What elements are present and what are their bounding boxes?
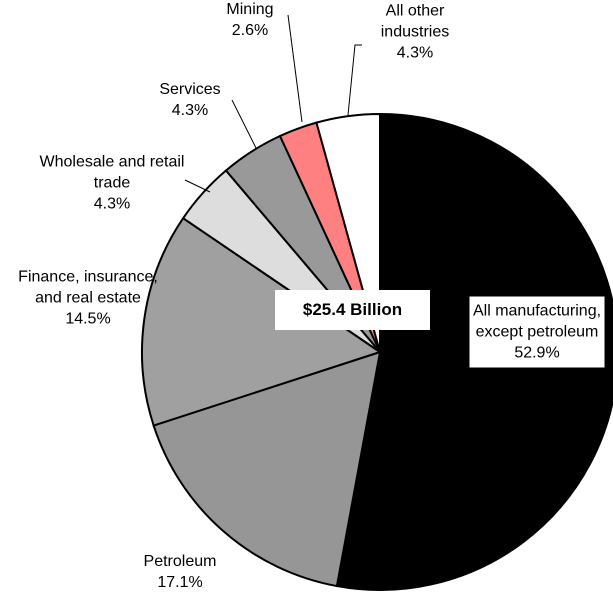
pie-slice: [141, 216, 383, 427]
leader-line: [184, 179, 211, 193]
data-label: Finance, insurance, and real estate 14.5%: [13, 267, 163, 330]
data-label: All other industries 4.3%: [360, 1, 470, 64]
category-label: All other industries: [380, 2, 450, 41]
data-label: Petroleum 17.1%: [120, 551, 240, 593]
category-label: All manufacturing, except petroleum: [472, 302, 602, 341]
category-label: Finance, insurance, and real estate: [18, 268, 158, 307]
value-label: 4.3%: [171, 102, 209, 119]
pie-slice: [152, 350, 382, 588]
leader-line: [231, 99, 257, 149]
value-label: 4.3%: [93, 195, 131, 213]
category-label: Mining: [226, 1, 274, 18]
data-label: Mining 2.6%: [210, 0, 290, 41]
value-label: 52.9%: [514, 344, 560, 362]
data-label: Wholesale and retail trade 4.3%: [32, 152, 192, 215]
value-label: 2.6%: [231, 22, 269, 39]
value-label: 17.1%: [157, 574, 203, 591]
category-label: Petroleum: [143, 553, 217, 570]
category-label: Wholesale and retail trade: [39, 153, 185, 192]
data-label: Services 4.3%: [140, 79, 240, 121]
leader-line: [287, 14, 303, 123]
value-label: 14.5%: [65, 310, 111, 328]
category-label: Services: [159, 81, 221, 98]
value-label: 4.3%: [396, 44, 434, 62]
leader-line: [347, 44, 362, 116]
center-label: $25.4 Billion: [275, 290, 430, 330]
data-label: All manufacturing, except petroleum 52.9%: [469, 296, 605, 368]
